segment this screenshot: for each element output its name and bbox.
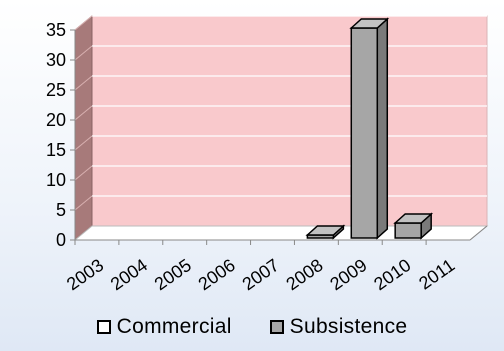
gridline-side [74, 75, 93, 91]
gridline-side [74, 165, 93, 181]
x-tick-label: 2005 [151, 255, 195, 294]
y-tick-label: 25 [46, 80, 66, 100]
x-tick-label: 2011 [415, 255, 458, 294]
bar-subsistence-2008 [305, 224, 346, 240]
y-tick-label: 30 [46, 50, 66, 70]
legend-label-subsistence: Subsistence [289, 315, 408, 338]
gridline-side [74, 15, 93, 31]
back-wall [91, 15, 488, 227]
side-wall [74, 14, 93, 242]
y-tick-label: 0 [56, 230, 66, 250]
legend: Commercial Subsistence [0, 315, 504, 339]
legend-label-commercial: Commercial [116, 315, 232, 338]
bar-subsistence-2010 [393, 212, 434, 240]
x-tick-label: 2003 [63, 255, 107, 294]
gridline-side [74, 195, 93, 211]
y-tick-label: 20 [46, 110, 66, 130]
x-tick-label: 2007 [239, 255, 283, 294]
x-tick-label: 2009 [326, 255, 370, 294]
x-tick-label: 2006 [195, 255, 239, 294]
y-tick-label: 10 [46, 170, 66, 190]
gridline-side [74, 45, 93, 61]
legend-item-subsistence: Subsistence [269, 315, 408, 339]
gridline-side [74, 135, 93, 151]
x-axis-depth [469, 225, 488, 241]
legend-item-commercial: Commercial [96, 315, 232, 339]
x-tick-label: 2010 [370, 255, 414, 294]
y-tick-label: 15 [46, 140, 66, 160]
bar-subsistence-2009 [349, 17, 390, 240]
y-tick-label: 35 [46, 20, 66, 40]
x-tick-label: 2008 [282, 255, 326, 294]
legend-swatch-commercial [96, 320, 111, 334]
legend-swatch-subsistence [269, 320, 284, 334]
y-tick-label: 5 [56, 200, 66, 220]
gridline-side [74, 105, 93, 121]
x-tick-label: 2004 [107, 255, 151, 294]
